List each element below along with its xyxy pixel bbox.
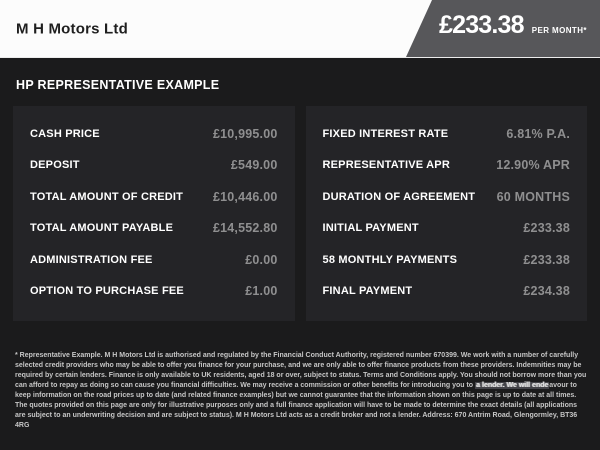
finance-row-value: 12.90% APR <box>496 158 570 173</box>
finance-row-value: £234.38 <box>523 284 570 299</box>
finance-row-value: £10,995.00 <box>212 126 278 141</box>
table-row: TOTAL AMOUNT PAYABLE £14,552.80 <box>30 213 278 245</box>
finance-row-label: REPRESENTATIVE APR <box>322 159 450 172</box>
disclaimer-glitch-overlay: a lender. We will ende <box>475 382 550 389</box>
table-row: 58 MONTHLY PAYMENTS £233.38 <box>323 244 571 276</box>
disclaimer-text-end: avour to keep information on the road pr… <box>15 382 578 429</box>
table-row: DEPOSIT £549.00 <box>30 150 278 182</box>
finance-row-label: ADMINISTRATION FEE <box>30 253 153 266</box>
table-row: FINAL PAYMENT £234.38 <box>323 276 571 308</box>
finance-row-label: FIXED INTEREST RATE <box>322 127 449 140</box>
finance-panels: CASH PRICE £10,995.00 DEPOSIT £549.00 TO… <box>13 106 587 321</box>
monthly-price: £233.38 <box>439 11 525 39</box>
finance-panel-right: FIXED INTEREST RATE 6.81% P.A. REPRESENT… <box>305 106 587 321</box>
table-row: OPTION TO PURCHASE FEE £1.00 <box>30 276 278 308</box>
finance-row-value: £10,446.00 <box>212 189 278 204</box>
finance-row-label: CASH PRICE <box>30 127 100 140</box>
table-row: TOTAL AMOUNT OF CREDIT £10,446.00 <box>30 181 278 213</box>
monthly-price-badge: £233.38 PER MONTH* <box>406 0 600 57</box>
finance-row-value: £1.00 <box>245 284 278 299</box>
finance-row-label: OPTION TO PURCHASE FEE <box>30 285 184 298</box>
finance-row-value: 60 MONTHS <box>496 189 570 204</box>
finance-row-value: £233.38 <box>523 221 570 236</box>
per-month-label: PER MONTH* <box>531 26 587 35</box>
table-row: INITIAL PAYMENT £233.38 <box>323 213 571 245</box>
table-row: REPRESENTATIVE APR 12.90% APR <box>323 150 571 182</box>
finance-row-label: TOTAL AMOUNT PAYABLE <box>30 222 174 235</box>
table-row: CASH PRICE £10,995.00 <box>30 118 278 150</box>
finance-panel-left: CASH PRICE £10,995.00 DEPOSIT £549.00 TO… <box>13 106 295 321</box>
legal-disclaimer: * Representative Example. M H Motors Ltd… <box>15 351 587 431</box>
finance-row-value: £0.00 <box>245 252 278 267</box>
finance-row-label: INITIAL PAYMENT <box>322 222 419 235</box>
finance-row-label: DEPOSIT <box>30 159 80 172</box>
table-row: DURATION OF AGREEMENT 60 MONTHS <box>323 181 571 213</box>
finance-row-value: £233.38 <box>523 252 570 267</box>
finance-row-label: DURATION OF AGREEMENT <box>322 190 476 203</box>
finance-row-value: £549.00 <box>230 158 278 173</box>
finance-row-value: 6.81% P.A. <box>506 126 570 141</box>
section-title: HP REPRESENTATIVE EXAMPLE <box>16 78 220 92</box>
finance-row-label: FINAL PAYMENT <box>322 285 413 298</box>
finance-row-label: TOTAL AMOUNT OF CREDIT <box>30 190 184 203</box>
table-row: FIXED INTEREST RATE 6.81% P.A. <box>323 118 571 150</box>
main-section: HP REPRESENTATIVE EXAMPLE CASH PRICE £10… <box>0 58 600 450</box>
disclaimer-text-start: * Representative Example. M H Motors Ltd… <box>15 352 587 389</box>
finance-row-label: 58 MONTHLY PAYMENTS <box>322 253 458 266</box>
top-bar: M H Motors Ltd £233.38 PER MONTH* <box>0 0 600 58</box>
finance-row-value: £14,552.80 <box>212 221 278 236</box>
table-row: ADMINISTRATION FEE £0.00 <box>30 244 278 276</box>
company-name: M H Motors Ltd <box>16 20 128 37</box>
